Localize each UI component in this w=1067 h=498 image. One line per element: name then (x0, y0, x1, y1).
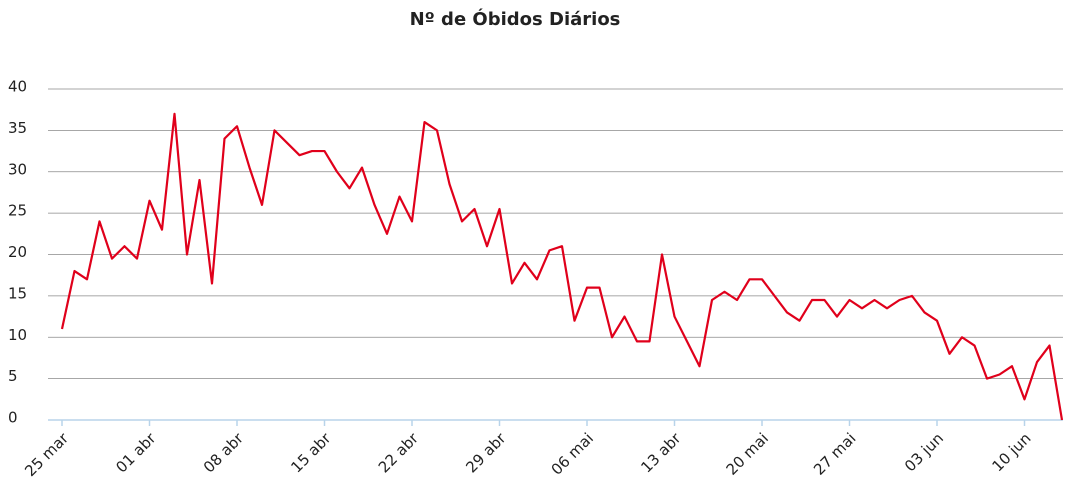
x-tick-label: 01 abr (112, 429, 160, 477)
y-tick-label: 20 (8, 243, 27, 261)
x-tick-label: 10 jun (989, 429, 1035, 475)
x-tick-label: 03 jun (901, 429, 947, 475)
x-tick-label: 27 mai (810, 429, 859, 478)
y-tick-label: 25 (8, 202, 27, 220)
x-tick-label: 15 abr (287, 429, 335, 477)
y-tick-label: 10 (8, 326, 27, 344)
x-tick-label: 20 mai (723, 429, 772, 478)
y-tick-label: 30 (8, 160, 27, 178)
x-tick-label: 06 mai (548, 429, 597, 478)
y-tick-label: 15 (8, 284, 27, 302)
x-tick-label: 08 abr (200, 429, 248, 477)
y-tick-label: 5 (8, 367, 18, 385)
line (60, 112, 1064, 421)
chart-title: Nº de Óbidos Diários (410, 8, 621, 30)
y-tick-label: 40 (8, 78, 27, 96)
x-tick-label: 25 mar (21, 429, 72, 480)
x-tick-label: 29 abr (462, 429, 510, 477)
x-tick-label: 13 abr (637, 429, 685, 477)
y-tick-label: 35 (8, 119, 27, 137)
x-tick-label: 22 abr (375, 429, 423, 477)
y-tick-label: 0 (8, 409, 18, 427)
